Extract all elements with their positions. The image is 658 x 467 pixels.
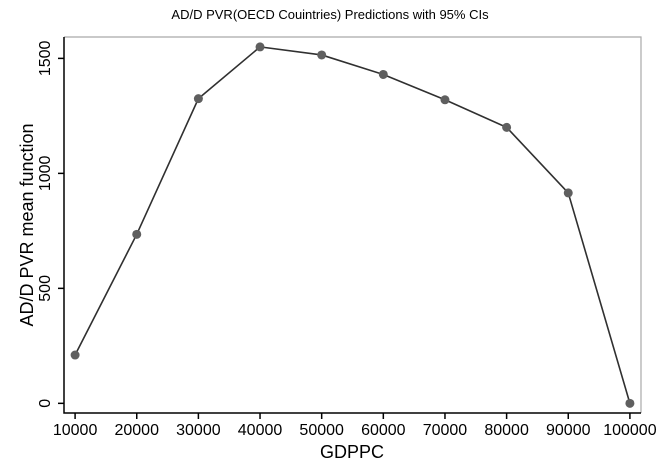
series-line — [74, 46, 631, 404]
x-tick-label: 80000 — [484, 422, 529, 439]
x-tick-label: 70000 — [423, 422, 468, 439]
data-point — [255, 42, 265, 52]
y-tick-label: 0 — [37, 399, 54, 408]
x-tick-label: 40000 — [238, 422, 283, 439]
y-tick-label: 1000 — [37, 155, 54, 191]
chart-title: AD/D PVR(OECD Couintries) Predictions wi… — [171, 7, 489, 22]
x-tick-label: 90000 — [546, 422, 591, 439]
x-tick-label: 30000 — [176, 422, 221, 439]
data-point — [193, 94, 203, 104]
data-point — [440, 95, 450, 105]
data-point — [625, 398, 635, 408]
plot-frame — [64, 36, 642, 413]
data-point — [563, 188, 573, 198]
data-point — [502, 122, 512, 132]
y-axis-title: AD/D PVR mean function — [17, 123, 37, 326]
x-tick-label: 50000 — [299, 422, 344, 439]
x-axis-title: GDPPC — [320, 442, 384, 462]
x-tick-label: 60000 — [361, 422, 406, 439]
data-point — [132, 229, 142, 239]
x-tick-label: 10000 — [53, 422, 98, 439]
data-point — [317, 50, 327, 60]
x-tick-label: 20000 — [114, 422, 159, 439]
axis-lines — [63, 37, 641, 414]
y-tick-label: 500 — [37, 275, 54, 302]
x-tick-label: 100000 — [603, 422, 656, 439]
y-tick-label: 1500 — [37, 40, 54, 76]
data-point — [378, 69, 388, 79]
data-point — [70, 350, 80, 360]
